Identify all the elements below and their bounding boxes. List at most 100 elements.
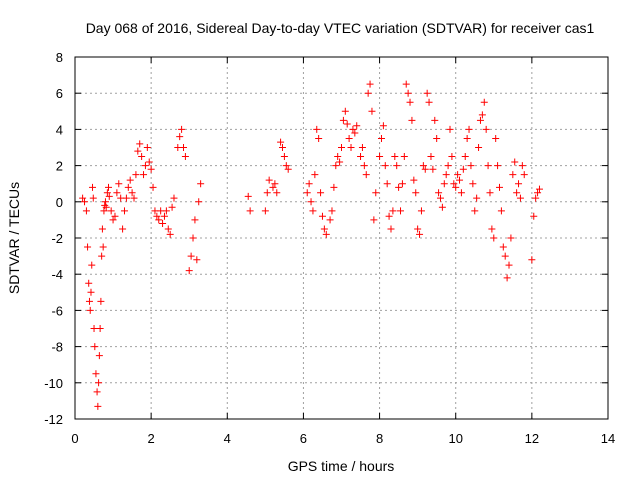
data-point — [444, 162, 452, 170]
data-point — [326, 216, 334, 224]
data-point — [425, 98, 433, 106]
data-point — [473, 194, 481, 202]
data-point — [492, 134, 500, 142]
data-point — [383, 180, 391, 188]
data-point — [339, 116, 347, 124]
data-point — [372, 189, 380, 197]
data-point — [490, 234, 498, 242]
data-point — [166, 230, 174, 238]
data-point — [419, 162, 427, 170]
data-point — [334, 153, 342, 161]
x-tick-label: 2 — [148, 431, 155, 446]
data-point — [79, 194, 87, 202]
y-tick-label: -12 — [44, 412, 63, 427]
data-point — [501, 252, 509, 260]
data-point — [313, 125, 321, 133]
data-point — [311, 171, 319, 179]
data-point — [124, 183, 132, 191]
data-point — [197, 180, 205, 188]
y-tick-label: -10 — [44, 376, 63, 391]
data-point — [271, 180, 279, 188]
data-point — [381, 162, 389, 170]
x-tick-label: 0 — [71, 431, 78, 446]
data-point — [497, 207, 505, 215]
data-point — [499, 243, 507, 251]
data-point — [376, 153, 384, 161]
data-point — [322, 230, 330, 238]
data-point — [495, 183, 503, 191]
data-point — [364, 89, 372, 97]
grid-lines — [75, 57, 608, 419]
data-point — [109, 216, 117, 224]
data-point — [457, 189, 465, 197]
data-point — [143, 144, 151, 151]
data-point — [465, 125, 473, 133]
data-point — [370, 216, 378, 224]
data-point — [488, 225, 496, 233]
data-point — [368, 107, 376, 115]
data-point — [138, 153, 146, 161]
data-point — [456, 176, 464, 184]
data-point — [113, 189, 121, 197]
data-point — [433, 134, 441, 142]
data-point — [101, 198, 109, 206]
data-point — [96, 325, 104, 332]
data-point — [343, 120, 351, 128]
data-point — [162, 207, 170, 215]
y-tick-label: 8 — [56, 50, 63, 65]
y-tick-label: 6 — [56, 86, 63, 101]
data-point — [440, 180, 448, 188]
data-point — [309, 207, 317, 215]
data-point — [120, 207, 128, 215]
data-point — [82, 207, 90, 215]
data-point — [528, 256, 536, 264]
data-point — [353, 122, 361, 130]
data-point — [100, 207, 108, 215]
data-point — [404, 89, 412, 97]
data-point — [105, 183, 113, 191]
data-point — [95, 379, 103, 387]
data-point — [87, 288, 95, 296]
data-point — [482, 125, 490, 133]
data-point — [452, 183, 460, 191]
data-point — [379, 122, 387, 130]
data-point — [130, 194, 138, 202]
data-point — [459, 165, 467, 173]
data-point — [518, 162, 526, 170]
data-point — [320, 225, 328, 233]
data-point — [360, 162, 368, 170]
data-points — [79, 80, 543, 410]
data-point — [189, 234, 197, 242]
data-point — [176, 133, 184, 141]
data-point — [134, 147, 142, 155]
x-tick-label: 6 — [300, 431, 307, 446]
data-point — [387, 225, 395, 233]
data-point — [532, 194, 540, 202]
data-point — [446, 125, 454, 133]
x-tick-label: 14 — [601, 431, 615, 446]
data-point — [244, 192, 252, 200]
data-point — [261, 207, 269, 215]
data-point — [503, 274, 511, 282]
data-point — [328, 207, 336, 215]
data-point — [159, 220, 167, 228]
data-point — [486, 189, 494, 197]
data-point — [122, 194, 130, 202]
data-point — [505, 261, 513, 269]
data-point — [178, 125, 186, 133]
data-point — [160, 212, 168, 220]
data-point — [484, 162, 492, 170]
data-point — [421, 165, 429, 173]
x-axis-label: GPS time / hours — [288, 458, 395, 474]
data-point — [341, 107, 349, 115]
data-point — [385, 212, 393, 220]
data-point — [84, 243, 92, 251]
data-point — [511, 158, 519, 166]
data-point — [454, 171, 462, 179]
data-point — [389, 207, 397, 215]
data-point — [393, 162, 401, 170]
data-point — [427, 153, 435, 161]
data-point — [128, 189, 136, 197]
data-point — [431, 116, 439, 124]
